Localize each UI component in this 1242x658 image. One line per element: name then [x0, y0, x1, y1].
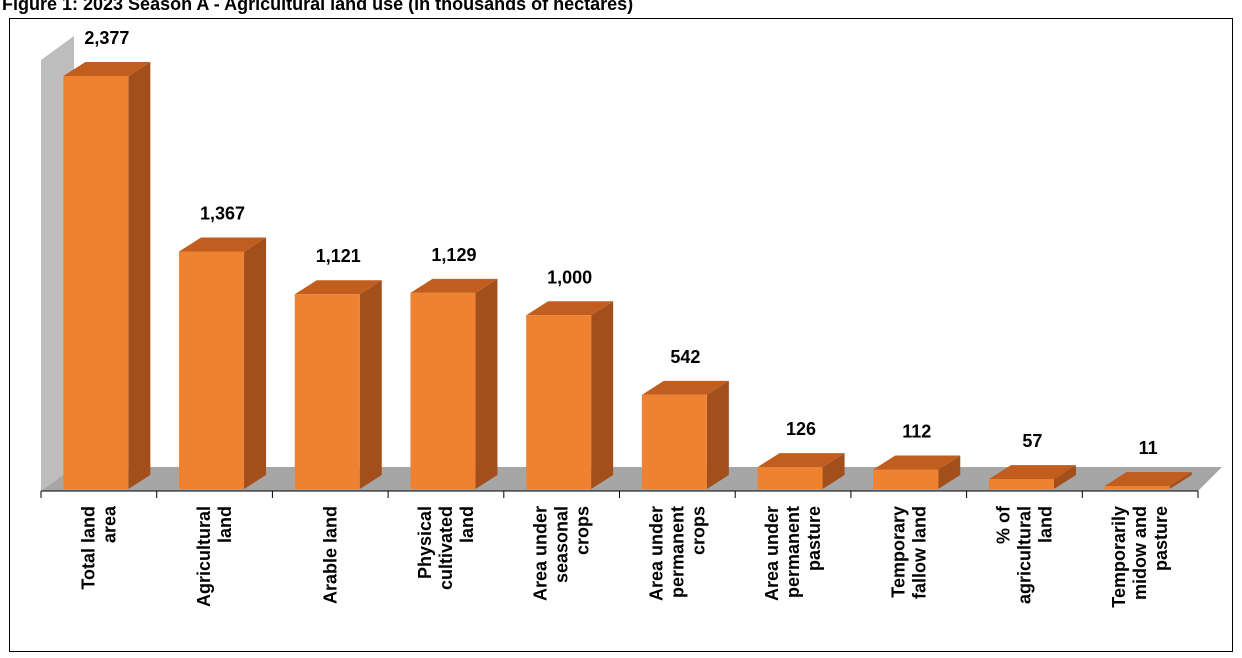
- data-label: 542: [670, 347, 700, 367]
- x-tick-label-line: Temporary: [888, 506, 908, 598]
- bar: [757, 467, 823, 489]
- bar: [63, 76, 129, 489]
- x-tick-label-line: midow and: [1130, 506, 1150, 600]
- x-tick-label-line: land: [1035, 506, 1055, 543]
- x-tick-label: Agricultural land: [194, 506, 235, 607]
- bar: [526, 315, 592, 489]
- x-tick-label-line: pasture: [1151, 506, 1171, 571]
- bar-side: [475, 278, 498, 489]
- data-label: 1,129: [431, 245, 476, 265]
- x-tick-label-line: Area under: [762, 506, 782, 601]
- bar-top: [410, 278, 498, 293]
- x-tick-label-line: % of: [993, 505, 1013, 544]
- bar-side: [706, 380, 729, 489]
- bar: [1104, 486, 1170, 489]
- bar: [410, 292, 476, 489]
- bar-top: [641, 380, 729, 395]
- x-tick-label-line: pasture: [804, 506, 824, 571]
- bar: [294, 294, 360, 489]
- bar-side: [591, 301, 614, 489]
- x-tick-label: Arable land: [320, 506, 340, 604]
- x-tick-label: Area under permanent pasture: [762, 506, 824, 601]
- bar: [988, 479, 1054, 489]
- data-label: 126: [786, 419, 816, 439]
- bar-top: [179, 237, 267, 252]
- x-tick-label: Area under permanent crops: [646, 506, 708, 601]
- bar-top: [757, 453, 845, 468]
- bar-top: [526, 301, 614, 316]
- bar-side: [938, 455, 961, 489]
- x-tick-label-line: Arable land: [320, 506, 340, 604]
- x-tick-label: Area under seasonal crops: [531, 506, 593, 601]
- x-tick-label-line: land: [215, 506, 235, 543]
- x-tick-label-line: cultivated: [436, 506, 456, 590]
- x-tick-label-line: fallow land: [909, 506, 929, 599]
- bar-side: [359, 280, 382, 489]
- x-tick-label-line: land: [457, 506, 477, 543]
- data-label: 112: [902, 422, 931, 442]
- data-label: 1,367: [200, 203, 245, 223]
- x-tick-label-line: Temporarily: [1109, 506, 1129, 608]
- x-tick-label: Total land area: [78, 505, 119, 590]
- data-label: 57: [1022, 431, 1042, 451]
- x-tick-label: Physical cultivated land: [415, 506, 477, 590]
- chart-title: Figure 1: 2023 Season A - Agricultural l…: [2, 0, 634, 14]
- x-tick-label-line: Area under: [531, 506, 551, 601]
- x-tick-label-line: crops: [688, 506, 708, 555]
- x-tick-label: Temporarily midow and pasture: [1109, 506, 1171, 608]
- bar: [873, 469, 939, 489]
- bar-side: [1053, 465, 1076, 489]
- x-tick-label-line: Total land: [78, 506, 98, 590]
- bar-side: [244, 237, 267, 489]
- x-tick-label-line: permanent: [783, 506, 803, 598]
- data-label: 1,000: [547, 267, 592, 287]
- bar: [179, 251, 245, 489]
- bar: [641, 394, 707, 489]
- data-label: 11: [1139, 438, 1158, 458]
- bar-top: [873, 455, 961, 470]
- bar-top: [63, 62, 151, 76]
- x-tick-label-line: crops: [573, 506, 593, 555]
- data-label: 1,121: [316, 246, 361, 266]
- x-tick-label-line: permanent: [667, 506, 687, 598]
- bar-side: [128, 62, 151, 489]
- x-tick-label: % of agricultural land: [993, 505, 1055, 604]
- x-tick-label-line: Agricultural: [194, 506, 214, 607]
- bar-top: [1104, 472, 1192, 486]
- bar-top: [988, 465, 1076, 480]
- bar-side: [1169, 472, 1192, 489]
- x-tick-label-line: Physical: [415, 506, 435, 579]
- bar-top: [294, 280, 382, 295]
- bar-side: [822, 453, 845, 489]
- x-tick-label-line: area: [99, 505, 119, 543]
- x-tick-label: Temporary fallow land: [888, 506, 929, 599]
- x-tick-label-line: Area under: [646, 506, 666, 601]
- x-tick-label-line: seasonal: [552, 506, 572, 583]
- data-label: 2,377: [84, 28, 129, 48]
- chart-frame: [9, 18, 1233, 652]
- x-tick-label-line: agricultural: [1014, 506, 1034, 604]
